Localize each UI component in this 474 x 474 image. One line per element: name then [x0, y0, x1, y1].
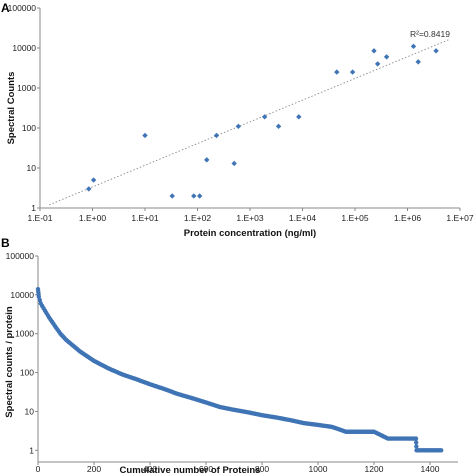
panel-b-y-tick-label: 1000	[15, 329, 34, 339]
panel-a-data-point	[433, 48, 439, 54]
panel-a-x-tick-label: 1.E+07	[446, 213, 473, 223]
panel-b-x-ticks: 0 200 400 600 800 1000 1200 1400	[36, 462, 440, 474]
panel-b-label: B	[1, 236, 10, 250]
panel-b-x-label: Cumulative number of Proteins	[120, 465, 261, 474]
panel-a-data-point	[383, 54, 390, 60]
panel-a-data-point	[142, 132, 148, 139]
panel-a-data-point	[334, 69, 340, 75]
panel-b-y-tick-label: 1	[29, 445, 34, 455]
panel-b-data-point	[36, 294, 42, 299]
panel-a: A 1 10 100 1000 10000 100000 1.E-01 1.E+00 1.E+…	[1, 1, 474, 239]
panel-b-x-tick-label: 800	[255, 464, 269, 474]
panel-a-y-tick-label: 100000	[8, 3, 37, 13]
panel-a-x-tick-label: 1.E+02	[184, 213, 211, 223]
panel-a-label: A	[1, 1, 10, 15]
panel-a-x-ticks: 1.E-01 1.E+00 1.E+01 1.E+02 1.E+03 1.E+04 1.E+…	[27, 208, 474, 223]
panel-b-x-tick-label: 1400	[421, 464, 440, 474]
panel-b-data-point	[413, 436, 419, 441]
panel-a-data-point	[410, 43, 417, 50]
panel-a-data-point	[415, 59, 421, 65]
panel-a-y-ticks: 1 10 100 1000 10000 100000	[8, 3, 40, 213]
panel-a-y-tick-label: 1000	[17, 83, 36, 93]
panel-b-y-tick-label: 100	[20, 368, 34, 378]
panel-a-x-label: Protein concentration (ng/ml)	[184, 228, 316, 239]
panel-a-y-tick-label: 1	[31, 203, 36, 213]
panel-b-data-point	[414, 444, 419, 449]
panel-a-y-tick-label: 10000	[12, 43, 36, 53]
panel-a-data-point	[169, 193, 175, 199]
panel-a-data-point	[296, 114, 302, 120]
panel-a-data-point	[261, 114, 268, 120]
panel-b-y-tick-label: 100000	[6, 251, 35, 261]
panel-b-points	[35, 286, 444, 453]
panel-a-x-tick-label: 1.E-01	[27, 213, 52, 223]
panel-a-r-squared: R²=0.8419	[410, 29, 450, 39]
panel-b-x-tick-label: 1000	[309, 464, 328, 474]
panel-a-data-point	[374, 61, 381, 67]
panel-a-data-point	[231, 160, 237, 167]
panel-a-data-point	[204, 157, 210, 163]
panel-a-data-point	[196, 193, 203, 199]
panel-b-y-tick-label: 10000	[10, 290, 34, 300]
panel-a-x-tick-label: 1.E+01	[131, 213, 158, 223]
panel-a-x-tick-label: 1.E+00	[79, 213, 106, 223]
panel-a-data-point	[235, 123, 242, 130]
panel-a-data-point	[275, 123, 282, 130]
panel-b-x-tick-label: 600	[199, 464, 213, 474]
panel-b-data-point	[439, 448, 444, 453]
panel-b: B 1 10 100 1000 10000 100000 0 200 400 600 800 100…	[1, 236, 458, 474]
panel-b-data-point	[413, 440, 419, 445]
panel-b-plot-area	[38, 256, 458, 462]
panel-a-x-tick-label: 1.E+03	[236, 213, 263, 223]
panel-a-x-tick-label: 1.E+05	[341, 213, 368, 223]
panel-a-data-point	[213, 132, 220, 139]
panel-a-y-tick-label: 10	[27, 163, 37, 173]
panel-b-y-ticks: 1 10 100 1000 10000 100000	[6, 251, 38, 455]
panel-a-points	[86, 43, 439, 199]
panel-b-x-tick-label: 200	[87, 464, 101, 474]
panel-a-x-tick-label: 1.E+04	[289, 213, 316, 223]
panel-a-plot-area	[40, 8, 460, 208]
panel-a-y-tick-label: 100	[22, 123, 36, 133]
panel-b-x-tick-label: 1200	[365, 464, 384, 474]
panel-a-data-point	[86, 186, 92, 192]
panel-a-data-point	[349, 69, 356, 75]
panel-a-x-tick-label: 1.E+06	[394, 213, 421, 223]
panel-b-x-tick-label: 400	[143, 464, 157, 474]
panel-a-data-point	[371, 48, 377, 54]
panel-a-data-point	[191, 193, 197, 199]
panel-b-y-label: Spectral counts / protein	[4, 306, 15, 418]
panel-b-data-point	[37, 297, 43, 303]
panel-b-y-tick-label: 10	[25, 406, 35, 416]
panel-b-x-tick-label: 0	[36, 464, 41, 474]
panel-a-data-point	[90, 177, 97, 183]
panel-a-y-label: Spectral Counts	[6, 72, 17, 145]
